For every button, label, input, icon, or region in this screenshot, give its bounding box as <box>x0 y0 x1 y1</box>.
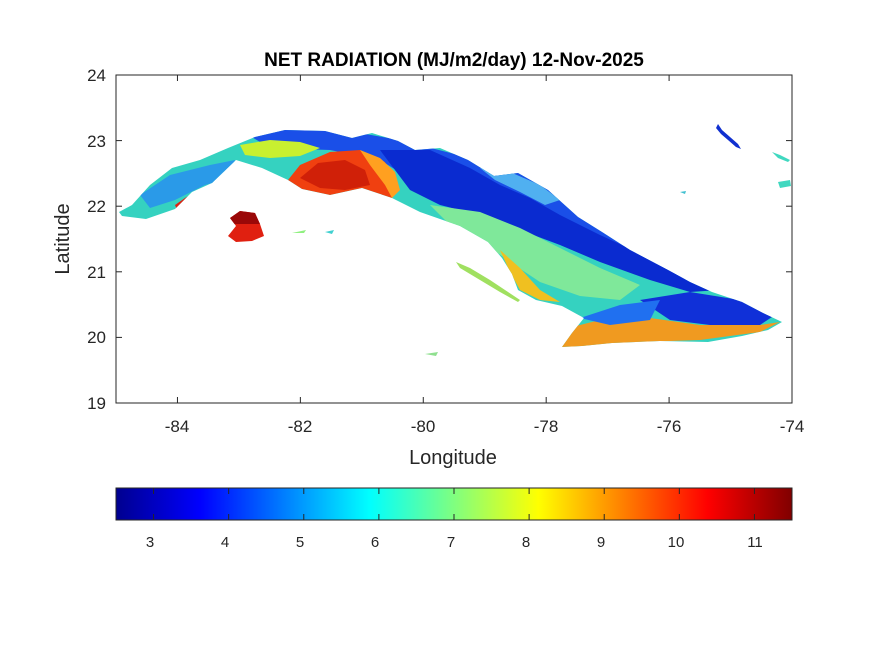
isle-of-youth-raster <box>228 211 264 242</box>
y-tick-label: 24 <box>87 66 106 85</box>
colorbar-ticks <box>153 488 755 520</box>
y-tick-label: 22 <box>87 197 106 216</box>
y-tick-label: 21 <box>87 263 106 282</box>
x-tick-label: -74 <box>780 417 805 436</box>
y-tick-label: 20 <box>87 328 106 347</box>
colorbar-tick-label: 11 <box>747 534 763 551</box>
colorbar-tick-label: 5 <box>296 534 304 551</box>
x-tick-label: -76 <box>657 417 682 436</box>
colorbar-tick-label: 6 <box>371 534 379 551</box>
colorbar-tick-label: 10 <box>668 534 685 551</box>
colorbar-tick-label: 3 <box>146 534 154 551</box>
x-tick-label: -84 <box>165 417 190 436</box>
colorbar-tick-label: 4 <box>221 534 229 551</box>
colorbar-tick-labels: 3 4 5 6 7 8 9 10 11 <box>146 534 763 551</box>
x-tick-label: -80 <box>411 417 436 436</box>
x-tick-label: -78 <box>534 417 559 436</box>
colorbar-tick-label: 7 <box>447 534 455 551</box>
y-tick-labels: 19 20 21 22 23 24 <box>87 66 106 413</box>
chart-title: NET RADIATION (MJ/m2/day) 12-Nov-2025 <box>264 50 644 71</box>
y-tick-label: 19 <box>87 394 106 413</box>
x-tick-labels: -84 -82 -80 -78 -76 -74 <box>165 417 805 436</box>
cays <box>292 124 791 356</box>
x-tick-label: -82 <box>288 417 313 436</box>
plot-area <box>115 74 793 404</box>
colorbar-tick-label: 8 <box>522 534 530 551</box>
axis-ticks <box>116 74 793 404</box>
colorbar-tick-label: 9 <box>597 534 605 551</box>
y-axis-label: Latitude <box>52 203 74 274</box>
y-tick-label: 23 <box>87 132 106 151</box>
x-axis-label: Longitude <box>409 447 497 469</box>
